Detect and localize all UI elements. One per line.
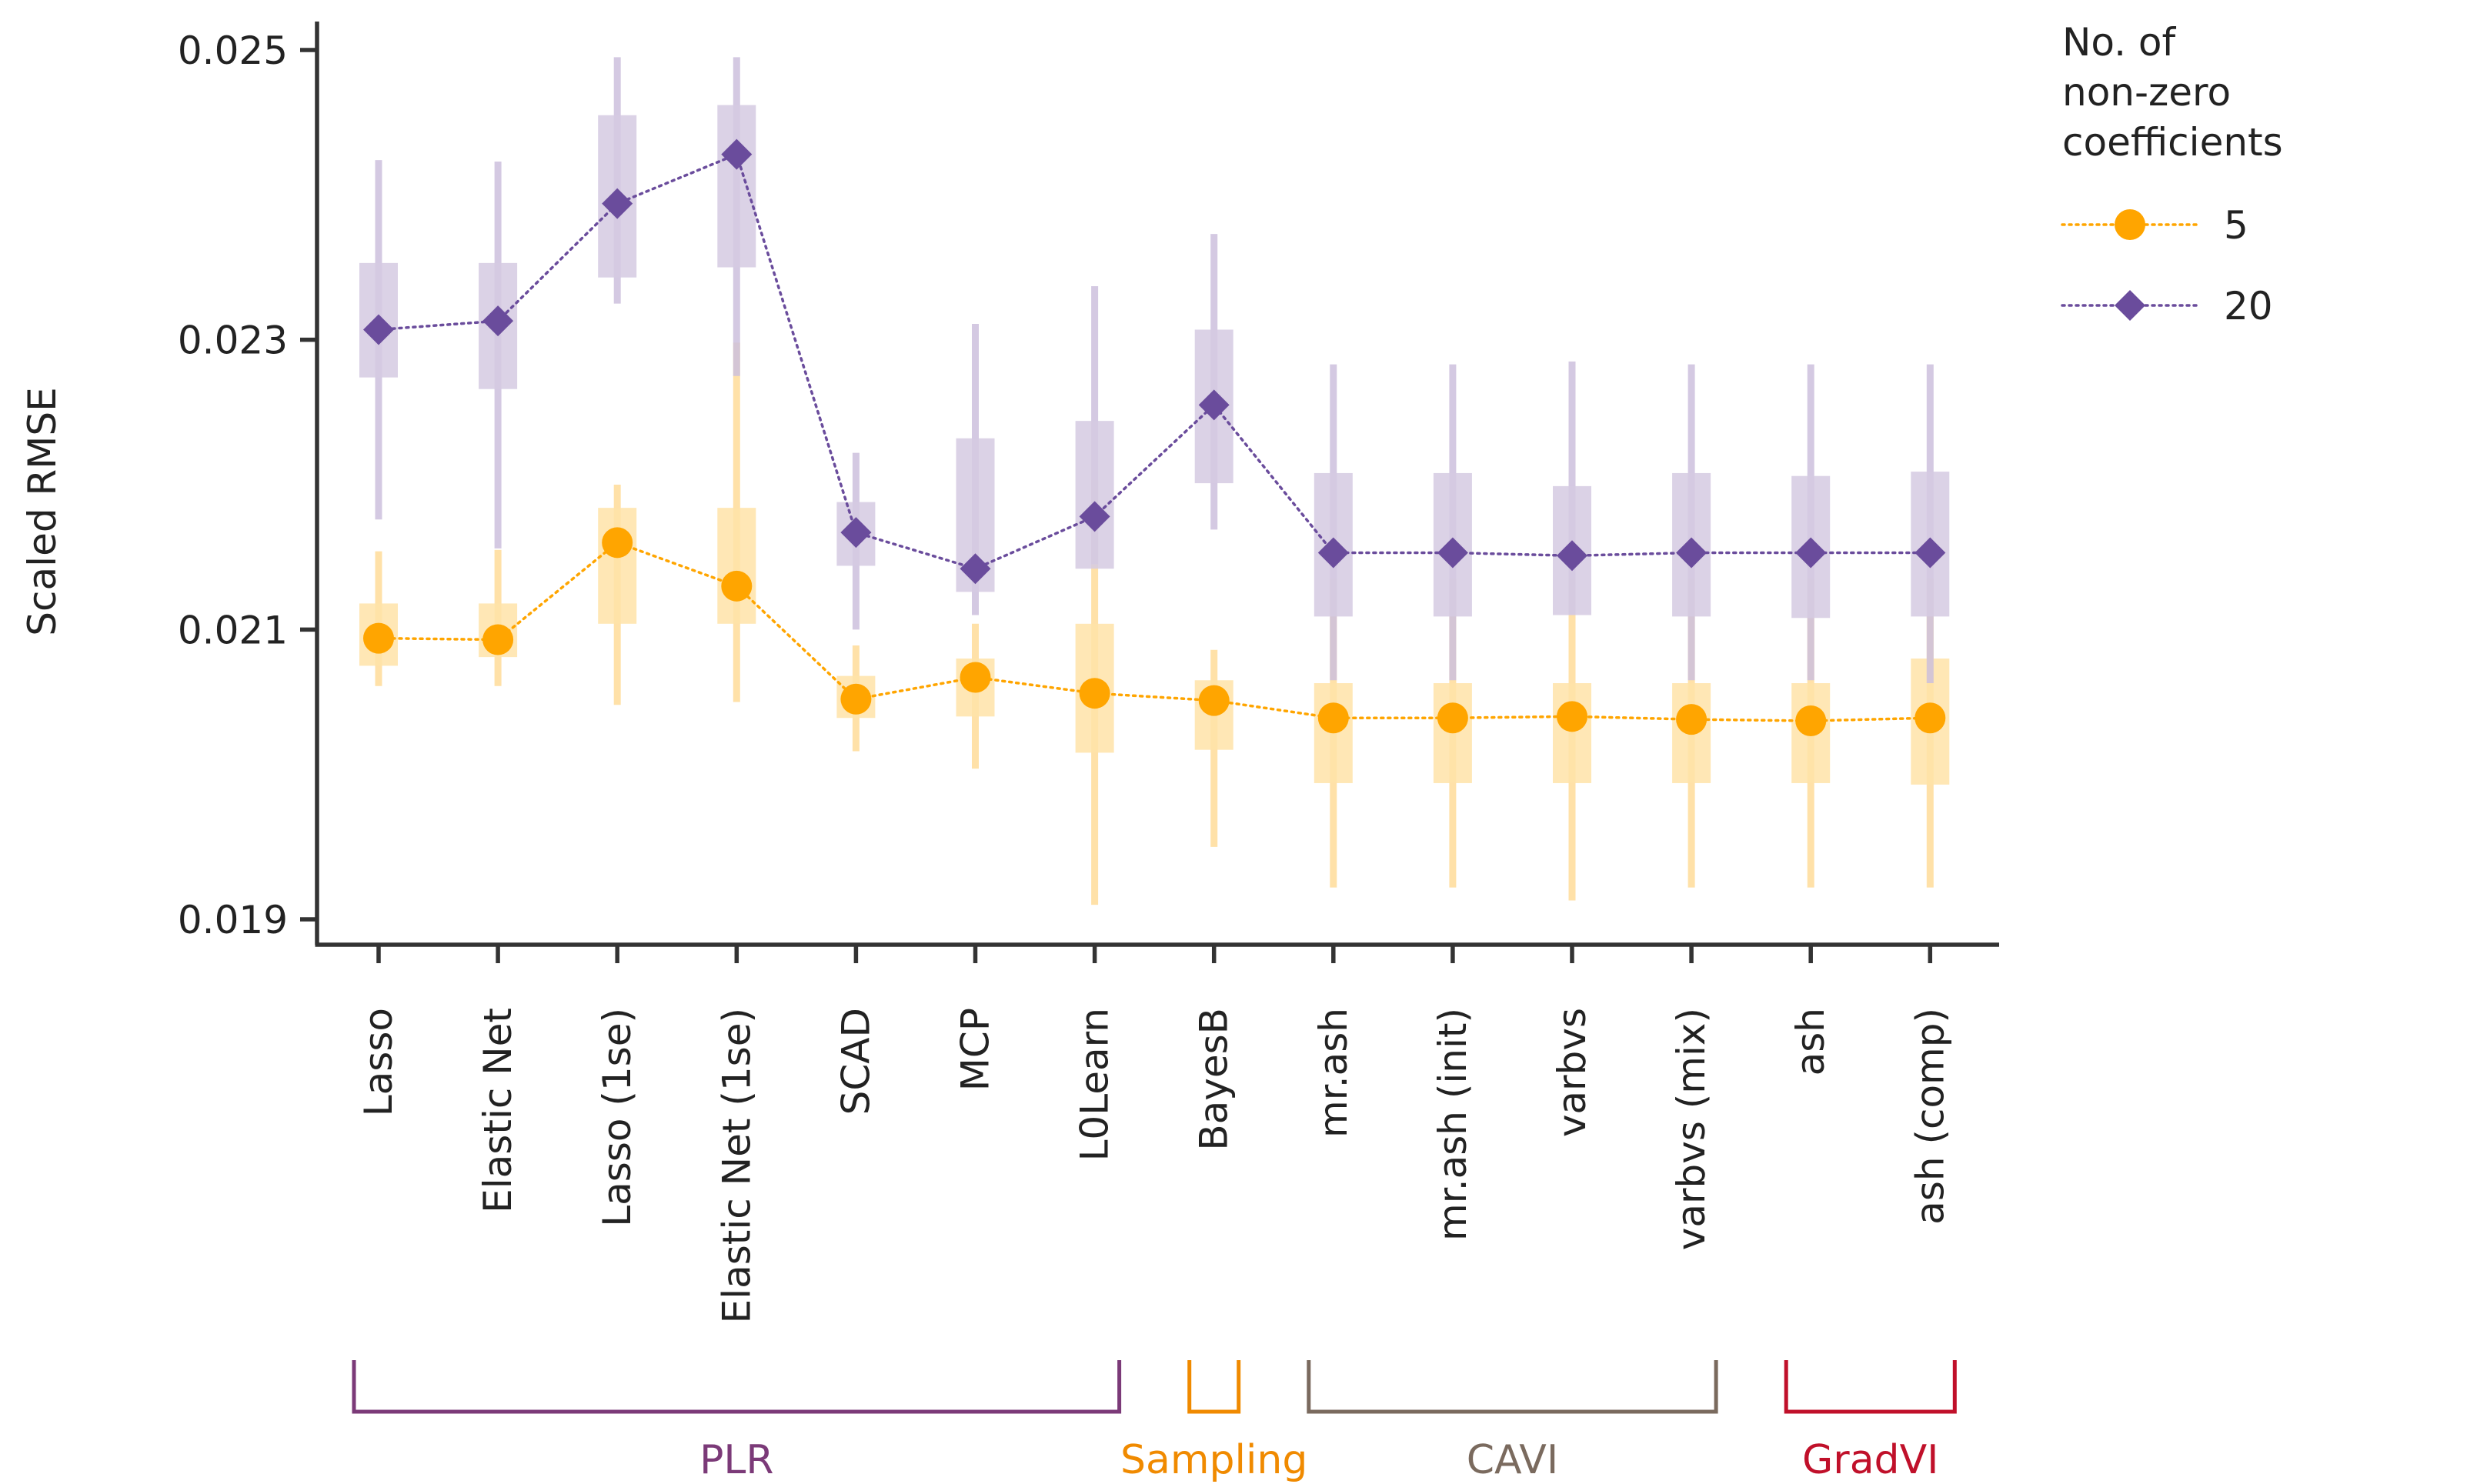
x-tick-label: mr.ash — [1311, 1008, 1356, 1138]
point-twenty — [602, 188, 633, 219]
group-label-cavi: CAVI — [1467, 1437, 1558, 1483]
point-five — [1198, 685, 1230, 716]
series-line-twenty — [377, 152, 1932, 571]
x-tick-label: L0Learn — [1073, 1008, 1117, 1161]
point-five — [1676, 704, 1708, 735]
point-five — [1437, 702, 1468, 734]
box-five — [1553, 683, 1591, 783]
point-five — [363, 622, 394, 654]
x-tick-label: mr.ash (init) — [1430, 1008, 1475, 1241]
point-five — [960, 662, 991, 693]
legend-title: No. of — [2062, 20, 2176, 65]
x-tick-label: varbvs (mix) — [1669, 1008, 1714, 1250]
point-five — [1557, 701, 1587, 732]
group-label-sampling: Sampling — [1120, 1437, 1307, 1483]
legend-title: coefficients — [2062, 120, 2283, 165]
box-layer — [359, 57, 1950, 905]
point-twenty — [482, 305, 514, 337]
x-tick-label: Elastic Net (1se) — [714, 1008, 759, 1323]
legend: No. of non-zero coefficients 5 20 — [2061, 20, 2283, 328]
point-five — [482, 624, 514, 655]
point-five — [602, 527, 633, 559]
point-twenty — [840, 517, 872, 549]
x-tick-label: Lasso — [356, 1008, 401, 1116]
point-twenty — [1914, 537, 1946, 569]
point-five — [1317, 702, 1349, 734]
box-twenty — [717, 105, 756, 268]
point-five — [721, 570, 753, 602]
x-tick-label: SCAD — [833, 1008, 878, 1115]
series-lines — [377, 152, 1932, 722]
point-five — [1795, 705, 1827, 736]
series-line-five — [377, 541, 1932, 722]
group-bracket-plr — [352, 1360, 1122, 1414]
series-points — [363, 138, 1946, 736]
y-tick-label: 0.023 — [178, 318, 288, 363]
box-five — [598, 508, 637, 624]
point-twenty — [1317, 537, 1349, 569]
legend-title: non-zero — [2062, 70, 2231, 115]
point-twenty — [1795, 537, 1827, 569]
point-twenty — [1079, 501, 1110, 532]
y-axis-title: Scaled RMSE — [20, 387, 65, 635]
point-twenty — [1198, 389, 1230, 421]
x-tick-label: Elastic Net — [476, 1008, 520, 1213]
point-twenty — [1557, 540, 1587, 572]
point-twenty — [1437, 537, 1468, 569]
y-tick-label: 0.019 — [178, 898, 288, 942]
box-five — [717, 508, 756, 624]
legend-marker-five — [2115, 209, 2145, 240]
legend-label-five: 5 — [2224, 203, 2248, 248]
group-label-plr: PLR — [699, 1437, 773, 1483]
x-tick-label: MCP — [953, 1008, 998, 1091]
legend-marker-twenty — [2115, 290, 2145, 321]
group-bracket-gradvi — [1784, 1360, 1957, 1414]
x-tick-label: Lasso (1se) — [595, 1008, 639, 1227]
point-twenty — [721, 138, 753, 170]
axes: 0.019 0.021 0.023 0.025 Scaled RMSE Lasso Elas… — [20, 22, 1999, 1323]
point-twenty — [1676, 537, 1708, 569]
group-bracket-cavi — [1307, 1360, 1718, 1414]
point-five — [1914, 702, 1946, 734]
group-label-gradvi: GradVI — [1802, 1437, 1938, 1483]
y-tick-label: 0.021 — [178, 608, 288, 652]
point-twenty — [960, 553, 991, 585]
x-tick-label: ash (comp) — [1908, 1008, 1952, 1225]
legend-label-twenty: 20 — [2224, 284, 2273, 328]
point-twenty — [363, 314, 394, 345]
group-bracket-sampling — [1187, 1360, 1241, 1414]
x-tick-label: ash — [1788, 1008, 1833, 1075]
point-five — [840, 683, 872, 715]
point-five — [1079, 678, 1110, 709]
y-tick-label: 0.025 — [178, 28, 288, 73]
method-groups: PLR Sampling CAVI GradVI — [352, 1360, 1957, 1483]
x-tick-label: varbvs — [1550, 1008, 1594, 1137]
x-tick-label: BayesB — [1192, 1008, 1237, 1151]
box-twenty — [1075, 421, 1114, 569]
